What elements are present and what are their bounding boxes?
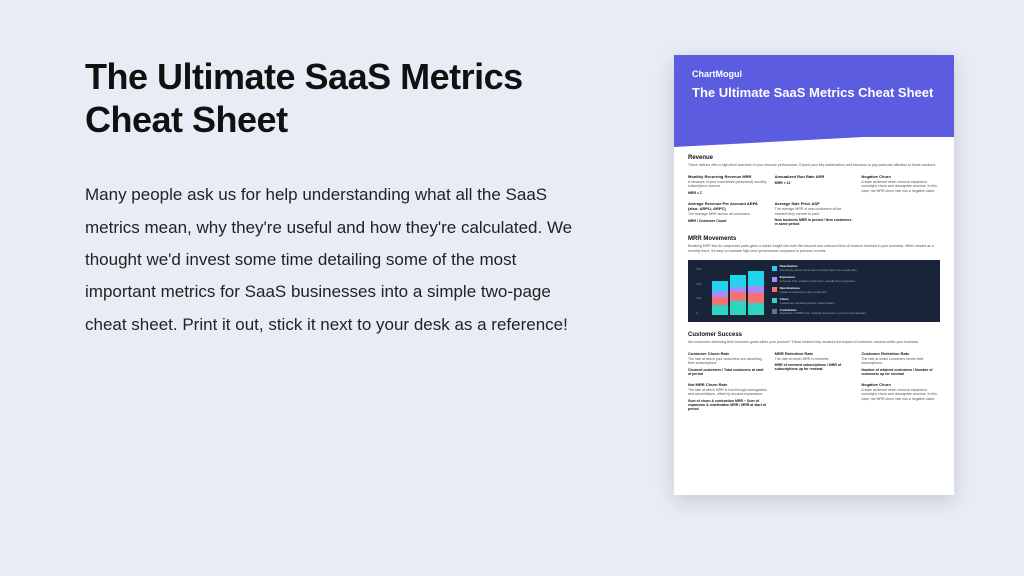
- metric-formula: New business MRR in period / New custome…: [775, 218, 854, 226]
- bar-segment: [730, 275, 746, 287]
- metric-title: Negative Churn: [861, 382, 940, 387]
- metric-item: Customer Churn RateThe rate at which you…: [688, 351, 767, 376]
- metric-item: Average Sale Price ASPThe average MRR of…: [775, 201, 854, 226]
- metric-title: Monthly Recurring Revenue MRR: [688, 174, 767, 179]
- legend-swatch: [772, 287, 777, 292]
- page-title: The Ultimate SaaS Metrics Cheat Sheet: [85, 55, 585, 141]
- bar-segment: [748, 293, 764, 303]
- legend-swatch: [772, 298, 777, 303]
- success-metrics-grid: Customer Churn RateThe rate at which you…: [688, 351, 940, 411]
- metric-desc: The rate at which MRR is renewed.: [775, 357, 854, 362]
- section-desc-success: Are customers achieving their business g…: [688, 340, 940, 345]
- preview-body: Revenue These metrics offer a high-level…: [674, 137, 954, 431]
- legend-swatch: [772, 277, 777, 282]
- bar-segment: [748, 303, 764, 315]
- metric-item: Customer Retention RateThe rate at which…: [861, 351, 940, 376]
- metric-formula: MRR / Customer Count: [688, 219, 767, 223]
- bar-segment: [712, 281, 728, 291]
- axis-label: 2.0k: [696, 296, 702, 300]
- legend-text: ContractionDecrease in MRR from existing…: [780, 309, 867, 317]
- section-desc-revenue: These metrics offer a high-level overvie…: [688, 163, 940, 168]
- preview-header: ChartMogul The Ultimate SaaS Metrics Che…: [674, 55, 954, 137]
- legend-text: ChurnCustomers canceling active subscrip…: [780, 298, 836, 306]
- metric-desc: The rate at which your customers are can…: [688, 357, 767, 366]
- stacked-bar: [712, 281, 728, 315]
- chart-y-axis: 6.0k 4.0k 2.0k 0: [696, 267, 702, 315]
- revenue-metrics-grid: Monthly Recurring Revenue MRRA measure o…: [688, 174, 940, 226]
- metric-desc: The rate at which customers renew their …: [861, 357, 940, 366]
- bar-segment: [712, 305, 728, 315]
- chart-bars: [712, 267, 764, 315]
- metric-formula: Sum of churn & contraction MRR − Sum of …: [688, 399, 767, 411]
- metric-title: Average Sale Price ASP: [775, 201, 854, 206]
- stacked-bar: [748, 271, 764, 315]
- axis-label: 6.0k: [696, 267, 702, 271]
- metric-desc: A state achieved when revenue expansion …: [861, 388, 940, 402]
- bar-segment: [748, 271, 764, 286]
- metric-title: Customer Retention Rate: [861, 351, 940, 356]
- axis-label: 4.0k: [696, 282, 702, 286]
- metric-title: Average Revenue Per Account ARPA (also: …: [688, 201, 767, 211]
- metric-title: Annualized Run Rate ARR: [775, 174, 854, 179]
- stacked-bar: [730, 275, 746, 315]
- metric-title: Negative Churn: [861, 174, 940, 179]
- metric-item: Average Revenue Per Account ARPA (also: …: [688, 201, 767, 226]
- metric-formula: Churned customers / Total customers at s…: [688, 368, 767, 376]
- preview-title: The Ultimate SaaS Metrics Cheat Sheet: [692, 85, 936, 100]
- brand-name: ChartMogul: [692, 69, 936, 79]
- axis-label: 0: [696, 311, 702, 315]
- metric-formula: Number of retained customers / Number of…: [861, 368, 940, 376]
- metric-item: Annualized Run Rate ARR MRR × 12: [775, 174, 854, 195]
- metric-formula: MRR = Σ: [688, 191, 767, 195]
- metric-item: MRR Retention RateThe rate at which MRR …: [775, 351, 854, 376]
- metric-desc: The average MRR of new customers at the …: [775, 207, 854, 216]
- legend-text: New BusinessLeads converting to new cust…: [780, 287, 828, 295]
- bar-segment: [748, 286, 764, 293]
- legend-item: ReactivationPreviously active customers …: [772, 265, 932, 273]
- metric-desc: The average MRR across all customers.: [688, 212, 767, 217]
- section-desc-movements: Breaking MRR into its component parts gi…: [688, 244, 940, 254]
- metric-item: [861, 201, 940, 226]
- legend-item: ChurnCustomers canceling active subscrip…: [772, 298, 932, 306]
- metric-item: Monthly Recurring Revenue MRRA measure o…: [688, 174, 767, 195]
- legend-swatch: [772, 266, 777, 271]
- main-content: The Ultimate SaaS Metrics Cheat Sheet Ma…: [85, 55, 585, 341]
- legend-swatch: [772, 309, 777, 314]
- metric-desc: A measure of your normalized (amortized)…: [688, 180, 767, 189]
- section-title-revenue: Revenue: [688, 155, 940, 161]
- legend-text: ReactivationPreviously active customers …: [780, 265, 858, 273]
- legend-item: ExpansionIncrease from existing customer…: [772, 276, 932, 284]
- legend-text: ExpansionIncrease from existing customer…: [780, 276, 856, 284]
- page-body: Many people ask us for help understandin…: [85, 179, 585, 340]
- chart-legend: ReactivationPreviously active customers …: [772, 265, 932, 316]
- metric-item: Net MRR Churn RateThe rate at which MRR …: [688, 382, 767, 411]
- legend-item: ContractionDecrease in MRR from existing…: [772, 309, 932, 317]
- document-preview: ChartMogul The Ultimate SaaS Metrics Che…: [674, 55, 954, 495]
- bar-segment: [730, 301, 746, 315]
- metric-item: [775, 382, 854, 411]
- section-title-success: Customer Success: [688, 332, 940, 338]
- metric-item: Negative ChurnA state achieved when reve…: [861, 382, 940, 411]
- section-title-movements: MRR Movements: [688, 236, 940, 242]
- bar-segment: [730, 292, 746, 301]
- metric-title: MRR Retention Rate: [775, 351, 854, 356]
- metric-item: Negative ChurnA state achieved when reve…: [861, 174, 940, 195]
- bar-segment: [712, 297, 728, 305]
- metric-desc: The rate at which MRR is lost through do…: [688, 388, 767, 397]
- metric-formula: MRR × 12: [775, 181, 854, 185]
- metric-desc: A state achieved when revenue expansion …: [861, 180, 940, 194]
- legend-item: New BusinessLeads converting to new cust…: [772, 287, 932, 295]
- metric-formula: MRR of renewed subscriptions / MRR of su…: [775, 363, 854, 371]
- metric-title: Customer Churn Rate: [688, 351, 767, 356]
- metric-title: Net MRR Churn Rate: [688, 382, 767, 387]
- mrr-movements-chart: 6.0k 4.0k 2.0k 0 ReactivationPreviously act…: [688, 260, 940, 322]
